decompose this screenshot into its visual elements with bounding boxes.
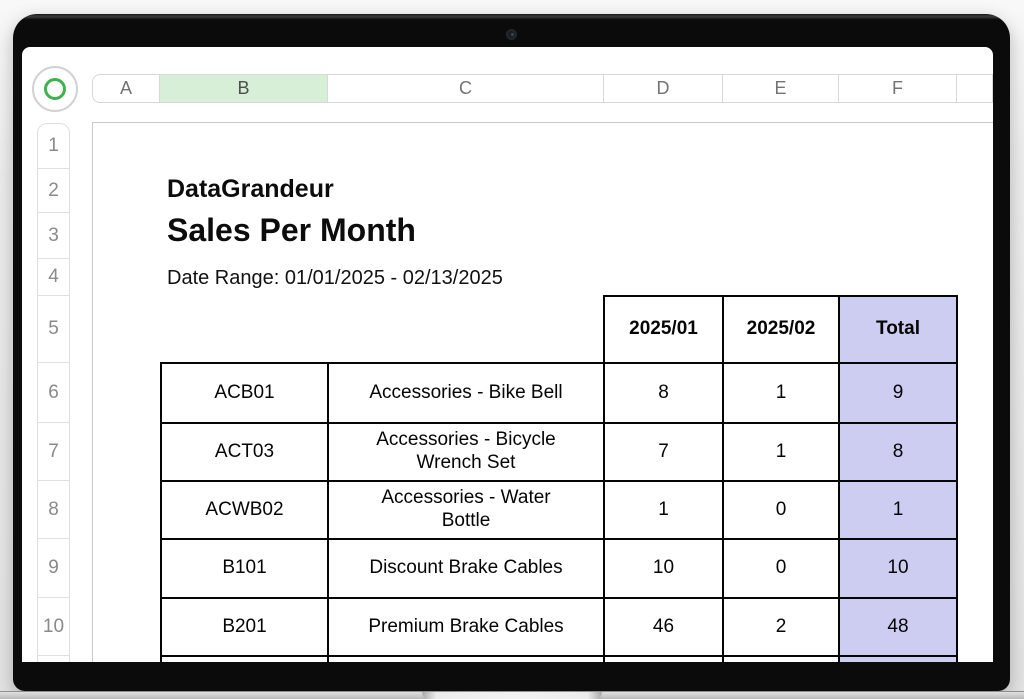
product-description-cell[interactable]: Accessories - Water Bottle [327, 480, 605, 540]
sheet-border-horizontal [92, 122, 993, 123]
total-value-cell[interactable]: 1 [838, 480, 958, 540]
column-header-f[interactable]: F [839, 75, 957, 102]
row-header-10[interactable]: 10 [38, 598, 69, 656]
empty-cell [161, 296, 328, 363]
total-value-cell[interactable]: 48 [838, 597, 958, 657]
row-header-8[interactable]: 8 [38, 481, 69, 539]
column-header-a[interactable]: A [93, 75, 160, 102]
product-code-cell[interactable]: ACWB02 [160, 480, 329, 540]
table-row: ACB01 Accessories - Bike Bell 8 1 9 [160, 362, 958, 424]
empty-cell [722, 655, 840, 662]
value-cell[interactable]: 46 [603, 597, 724, 657]
column-header-c[interactable]: C [328, 75, 604, 102]
sheet-title[interactable]: Sales Per Month [167, 212, 416, 248]
table-row: B101 Discount Brake Cables 10 0 10 [160, 538, 958, 599]
row-header-6[interactable]: 6 [38, 363, 69, 423]
column-header-g-partial[interactable] [957, 75, 992, 102]
value-cell[interactable]: 1 [722, 422, 840, 482]
laptop-lid-notch [422, 692, 602, 699]
empty-cell [160, 655, 329, 662]
row-header-7[interactable]: 7 [38, 423, 69, 481]
row-header-5[interactable]: 5 [38, 296, 69, 363]
row-header-9[interactable]: 9 [38, 539, 69, 598]
product-description-cell[interactable]: Premium Brake Cables [327, 597, 605, 657]
row-header-4[interactable]: 4 [38, 259, 69, 296]
total-value-cell[interactable]: 9 [838, 362, 958, 424]
product-description-cell[interactable]: Accessories - Bicycle Wrench Set [327, 422, 605, 482]
empty-cell [328, 296, 604, 363]
product-description-cell[interactable]: Discount Brake Cables [327, 538, 605, 599]
table-row: B201 Premium Brake Cables 46 2 48 [160, 597, 958, 657]
empty-total-cell [838, 655, 958, 662]
total-header-cell[interactable]: Total [838, 295, 958, 364]
value-cell[interactable]: 1 [722, 362, 840, 424]
row-header-11-partial [38, 656, 69, 662]
table-row-partial [160, 655, 958, 662]
row-header-bar: 1 2 3 4 5 6 7 8 9 10 [37, 123, 70, 662]
row-header-2[interactable]: 2 [38, 169, 69, 213]
month-header-cell[interactable]: 2025/01 [603, 295, 724, 364]
date-range-label[interactable]: Date Range: 01/01/2025 - 02/13/2025 [167, 267, 503, 289]
laptop-bezel: A B C D E F 1 2 3 4 5 6 7 8 9 10 DataGra… [13, 14, 1010, 691]
sales-table: 2025/01 2025/02 Total ACB01 Accessories … [160, 295, 958, 662]
laptop-base [0, 691, 1024, 699]
select-all-ring-icon [44, 78, 66, 100]
spreadsheet-app-window: A B C D E F 1 2 3 4 5 6 7 8 9 10 DataGra… [22, 47, 993, 662]
row-header-1[interactable]: 1 [38, 124, 69, 169]
value-cell[interactable]: 0 [722, 538, 840, 599]
column-header-b-selected[interactable]: B [160, 75, 328, 102]
table-row: ACWB02 Accessories - Water Bottle 1 0 1 [160, 480, 958, 540]
total-value-cell[interactable]: 8 [838, 422, 958, 482]
company-name[interactable]: DataGrandeur [167, 175, 334, 203]
value-cell[interactable]: 10 [603, 538, 724, 599]
sheet-border-vertical [92, 122, 93, 662]
month-header-cell[interactable]: 2025/02 [722, 295, 840, 364]
table-row: ACT03 Accessories - Bicycle Wrench Set 7… [160, 422, 958, 482]
product-code-cell[interactable]: B201 [160, 597, 329, 657]
value-cell[interactable]: 8 [603, 362, 724, 424]
table-header-row: 2025/01 2025/02 Total [161, 295, 958, 364]
total-value-cell[interactable]: 10 [838, 538, 958, 599]
row-header-3[interactable]: 3 [38, 213, 69, 259]
value-cell[interactable]: 1 [603, 480, 724, 540]
product-description-cell[interactable]: Accessories - Bike Bell [327, 362, 605, 424]
value-cell[interactable]: 7 [603, 422, 724, 482]
value-cell[interactable]: 2 [722, 597, 840, 657]
empty-cell [603, 655, 724, 662]
empty-cell [327, 655, 605, 662]
product-code-cell[interactable]: ACT03 [160, 422, 329, 482]
column-header-bar: A B C D E F [92, 74, 993, 103]
column-header-d[interactable]: D [604, 75, 723, 102]
product-code-cell[interactable]: B101 [160, 538, 329, 599]
webcam-icon [506, 29, 517, 40]
select-all-button[interactable] [32, 66, 78, 112]
value-cell[interactable]: 0 [722, 480, 840, 540]
product-code-cell[interactable]: ACB01 [160, 362, 329, 424]
column-header-e[interactable]: E [723, 75, 839, 102]
